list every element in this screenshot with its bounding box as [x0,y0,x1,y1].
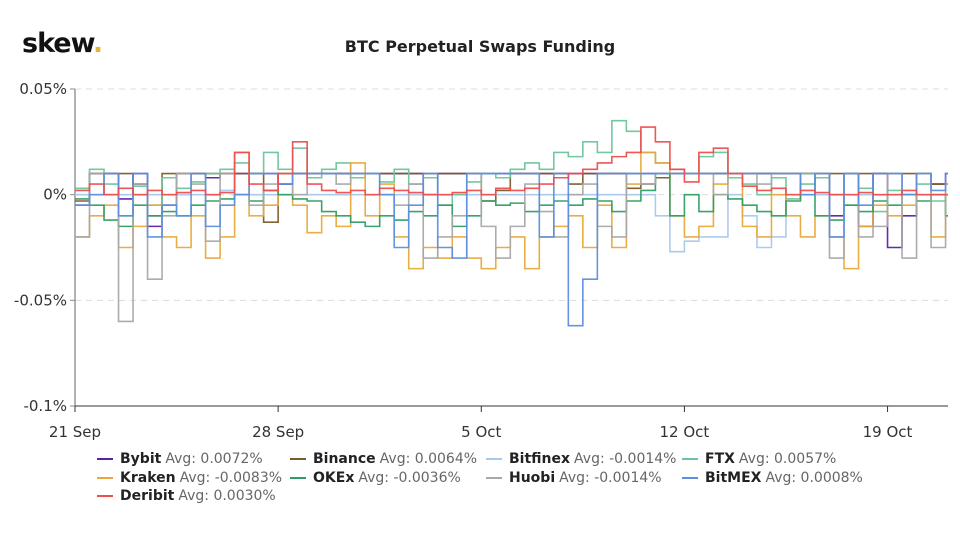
legend-swatch [486,458,502,460]
legend-average: Avg: 0.0072% [165,451,263,467]
legend-swatch [682,476,698,479]
legend-swatch [290,476,306,479]
legend-item-binance[interactable]: Binance Avg: 0.0064% [290,451,477,467]
legend-swatch [682,458,698,460]
series-line-bitmex [75,172,948,327]
x-tick-label: 21 Sep [49,423,101,441]
legend-series-name: Deribit [120,488,175,504]
legend-average: Avg: 0.0030% [178,488,276,504]
legend-item-huobi[interactable]: Huobi Avg: -0.0014% [486,470,662,486]
x-tick-label: 12 Oct [660,423,710,441]
legend-series-name: Bybit [120,451,162,467]
legend-swatch [97,495,113,497]
legend-average: Avg: 0.0064% [379,451,478,467]
legend-item-kraken[interactable]: Kraken Avg: -0.0083% [97,470,282,486]
y-tick-label: -0.05% [14,291,67,309]
legend-average: Avg: -0.0014% [574,451,677,467]
skew-logo: skew. [22,28,103,59]
x-tick-label: 28 Sep [252,423,304,441]
legend-item-bybit[interactable]: Bybit Avg: 0.0072% [97,451,263,467]
legend-average: Avg: -0.0083% [179,469,283,486]
legend-series-name: Binance [313,451,376,467]
legend-item-bitmex[interactable]: BitMEX Avg: 0.0008% [682,470,863,486]
chart-title: BTC Perpetual Swaps Funding [344,37,616,56]
y-tick-label: -0.1% [23,397,67,415]
legend-series-name: FTX [705,451,735,467]
legend-swatch [97,476,113,479]
legend-swatch [97,458,113,460]
legend-series-name: Bitfinex [509,451,571,467]
series-line-kraken [75,151,948,270]
legend-item-okex[interactable]: OKEx Avg: -0.0036% [290,470,461,486]
legend-average: Avg: -0.0036% [358,469,461,486]
x-tick-label: 5 Oct [461,423,501,441]
legend-average: Avg: -0.0014% [559,469,662,486]
legend-item-bitfinex[interactable]: Bitfinex Avg: -0.0014% [486,451,676,467]
legend-series-name: Kraken [120,469,176,486]
legend-average: Avg: 0.0008% [765,469,863,486]
legend-swatch [486,476,502,479]
legend-series-name: BitMEX [705,469,762,486]
legend-series-name: OKEx [313,469,355,486]
legend-item-ftx[interactable]: FTX Avg: 0.0057% [682,451,836,467]
series-line-ftx [75,119,948,217]
y-tick-label: 0.05% [19,80,67,98]
legend-item-deribit[interactable]: Deribit Avg: 0.0030% [97,488,276,504]
legend-series-name: Huobi [509,469,556,486]
series-line-deribit [75,126,948,196]
legend-swatch [290,458,306,460]
logo-text: skew [22,28,94,59]
y-tick-label: 0% [43,186,67,204]
x-tick-label: 19 Oct [863,423,913,441]
legend-average: Avg: 0.0057% [738,451,837,467]
